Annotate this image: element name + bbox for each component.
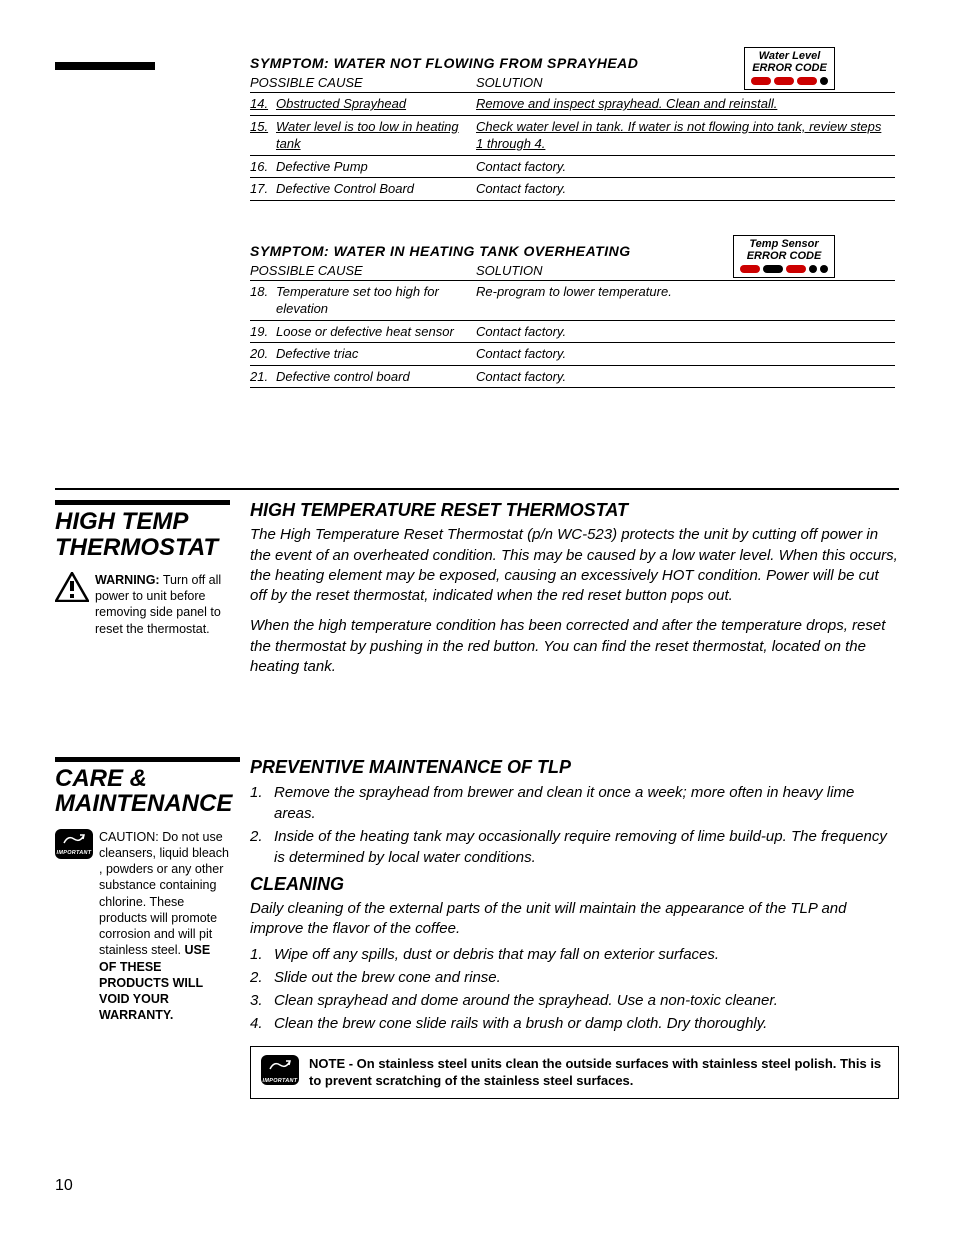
list-item: 1.Wipe off any spills, dust or debris th… [250, 944, 899, 965]
body-paragraph: Daily cleaning of the external parts of … [250, 899, 899, 940]
important-label: IMPORTANT [263, 1078, 298, 1084]
table-row: 20.Defective triacContact factory. [250, 343, 895, 366]
main-column: PREVENTIVE MAINTENANCE OF TLP 1.Remove t… [250, 757, 899, 1099]
table-row: 21.Defective control boardContact factor… [250, 365, 895, 388]
led-icon [751, 77, 771, 85]
note-box: IMPORTANT NOTE - On stainless steel unit… [250, 1046, 899, 1099]
page-number: 10 [55, 1177, 73, 1195]
side-title: CARE & MAINTENANCE [55, 757, 240, 816]
led-icon [774, 77, 794, 85]
section-heading: CLEANING [250, 874, 899, 895]
care-section: CARE & MAINTENANCE IMPORTANT CAUTION: Do… [55, 757, 899, 1099]
body-paragraph: The High Temperature Reset Thermostat (p… [250, 525, 899, 606]
pm-list: 1.Remove the sprayhead from brewer and c… [250, 782, 899, 868]
error-sub: ERROR CODE [740, 250, 828, 262]
list-item: 1.Remove the sprayhead from brewer and c… [250, 782, 899, 824]
error-title: Temp Sensor [740, 238, 828, 250]
led-icon [786, 265, 806, 273]
troubleshoot-table-1: POSSIBLE CAUSE SOLUTION 14.Obstructed Sp… [250, 73, 895, 201]
list-item: 2.Slide out the brew cone and rinse. [250, 967, 899, 988]
symptom-block-1: Water Level ERROR CODE SYMPTOM: WATER NO… [250, 55, 895, 201]
important-label: IMPORTANT [57, 850, 92, 857]
table-row: 14.Obstructed SprayheadRemove and inspec… [250, 93, 895, 116]
table-row: 17.Defective Control BoardContact factor… [250, 178, 895, 201]
led-icon [797, 77, 817, 85]
section-heading: HIGH TEMPERATURE RESET THERMOSTAT [250, 500, 899, 521]
cleaning-list: 1.Wipe off any spills, dust or debris th… [250, 944, 899, 1034]
high-temp-section: HIGH TEMP THERMOSTAT WARNING: Turn off a… [55, 500, 899, 687]
error-code-box-2: Temp Sensor ERROR CODE [733, 235, 835, 278]
side-column: HIGH TEMP THERMOSTAT WARNING: Turn off a… [55, 500, 250, 636]
list-item: 4.Clean the brew cone slide rails with a… [250, 1013, 899, 1034]
led-row-2 [740, 265, 828, 273]
note-text: NOTE - On stainless steel units clean th… [309, 1055, 888, 1090]
warning-triangle-icon [55, 572, 89, 602]
caution-text: CAUTION: Do not use cleansers, liquid bl… [99, 829, 230, 1024]
side-title: HIGH TEMP THERMOSTAT [55, 500, 230, 559]
table-row: 18.Temperature set too high for elevatio… [250, 280, 895, 320]
symptom-block-2: Temp Sensor ERROR CODE SYMPTOM: WATER IN… [250, 243, 895, 389]
table-row: 15.Water level is too low in heating tan… [250, 115, 895, 155]
led-icon [820, 77, 828, 85]
warning-text: WARNING: Turn off all power to unit befo… [95, 572, 225, 637]
important-badge-icon: IMPORTANT [261, 1055, 299, 1085]
error-code-box-1: Water Level ERROR CODE [744, 47, 835, 90]
warning-note: WARNING: Turn off all power to unit befo… [55, 572, 225, 637]
main-column: HIGH TEMPERATURE RESET THERMOSTAT The Hi… [250, 500, 899, 687]
divider [55, 488, 899, 490]
important-badge-icon: IMPORTANT [55, 829, 93, 859]
error-title: Water Level [751, 50, 828, 62]
caution-note: IMPORTANT CAUTION: Do not use cleansers,… [55, 829, 230, 1024]
decorative-bar [55, 62, 155, 70]
table-row: 19.Loose or defective heat sensorContact… [250, 320, 895, 343]
section-heading: PREVENTIVE MAINTENANCE OF TLP [250, 757, 899, 778]
list-item: 3.Clean sprayhead and dome around the sp… [250, 990, 899, 1011]
list-item: 2.Inside of the heating tank may occasio… [250, 826, 899, 868]
led-icon [809, 265, 817, 273]
led-icon [820, 265, 828, 273]
led-icon [740, 265, 760, 273]
col-cause: POSSIBLE CAUSE [250, 73, 476, 93]
table-row: 16.Defective PumpContact factory. [250, 155, 895, 178]
led-row-1 [751, 77, 828, 85]
body-paragraph: When the high temperature condition has … [250, 616, 899, 677]
col-cause: POSSIBLE CAUSE [250, 261, 476, 281]
side-column: CARE & MAINTENANCE IMPORTANT CAUTION: Do… [55, 757, 250, 1023]
error-sub: ERROR CODE [751, 62, 828, 74]
troubleshoot-table-2: POSSIBLE CAUSE SOLUTION 18.Temperature s… [250, 261, 895, 389]
led-icon [763, 265, 783, 273]
